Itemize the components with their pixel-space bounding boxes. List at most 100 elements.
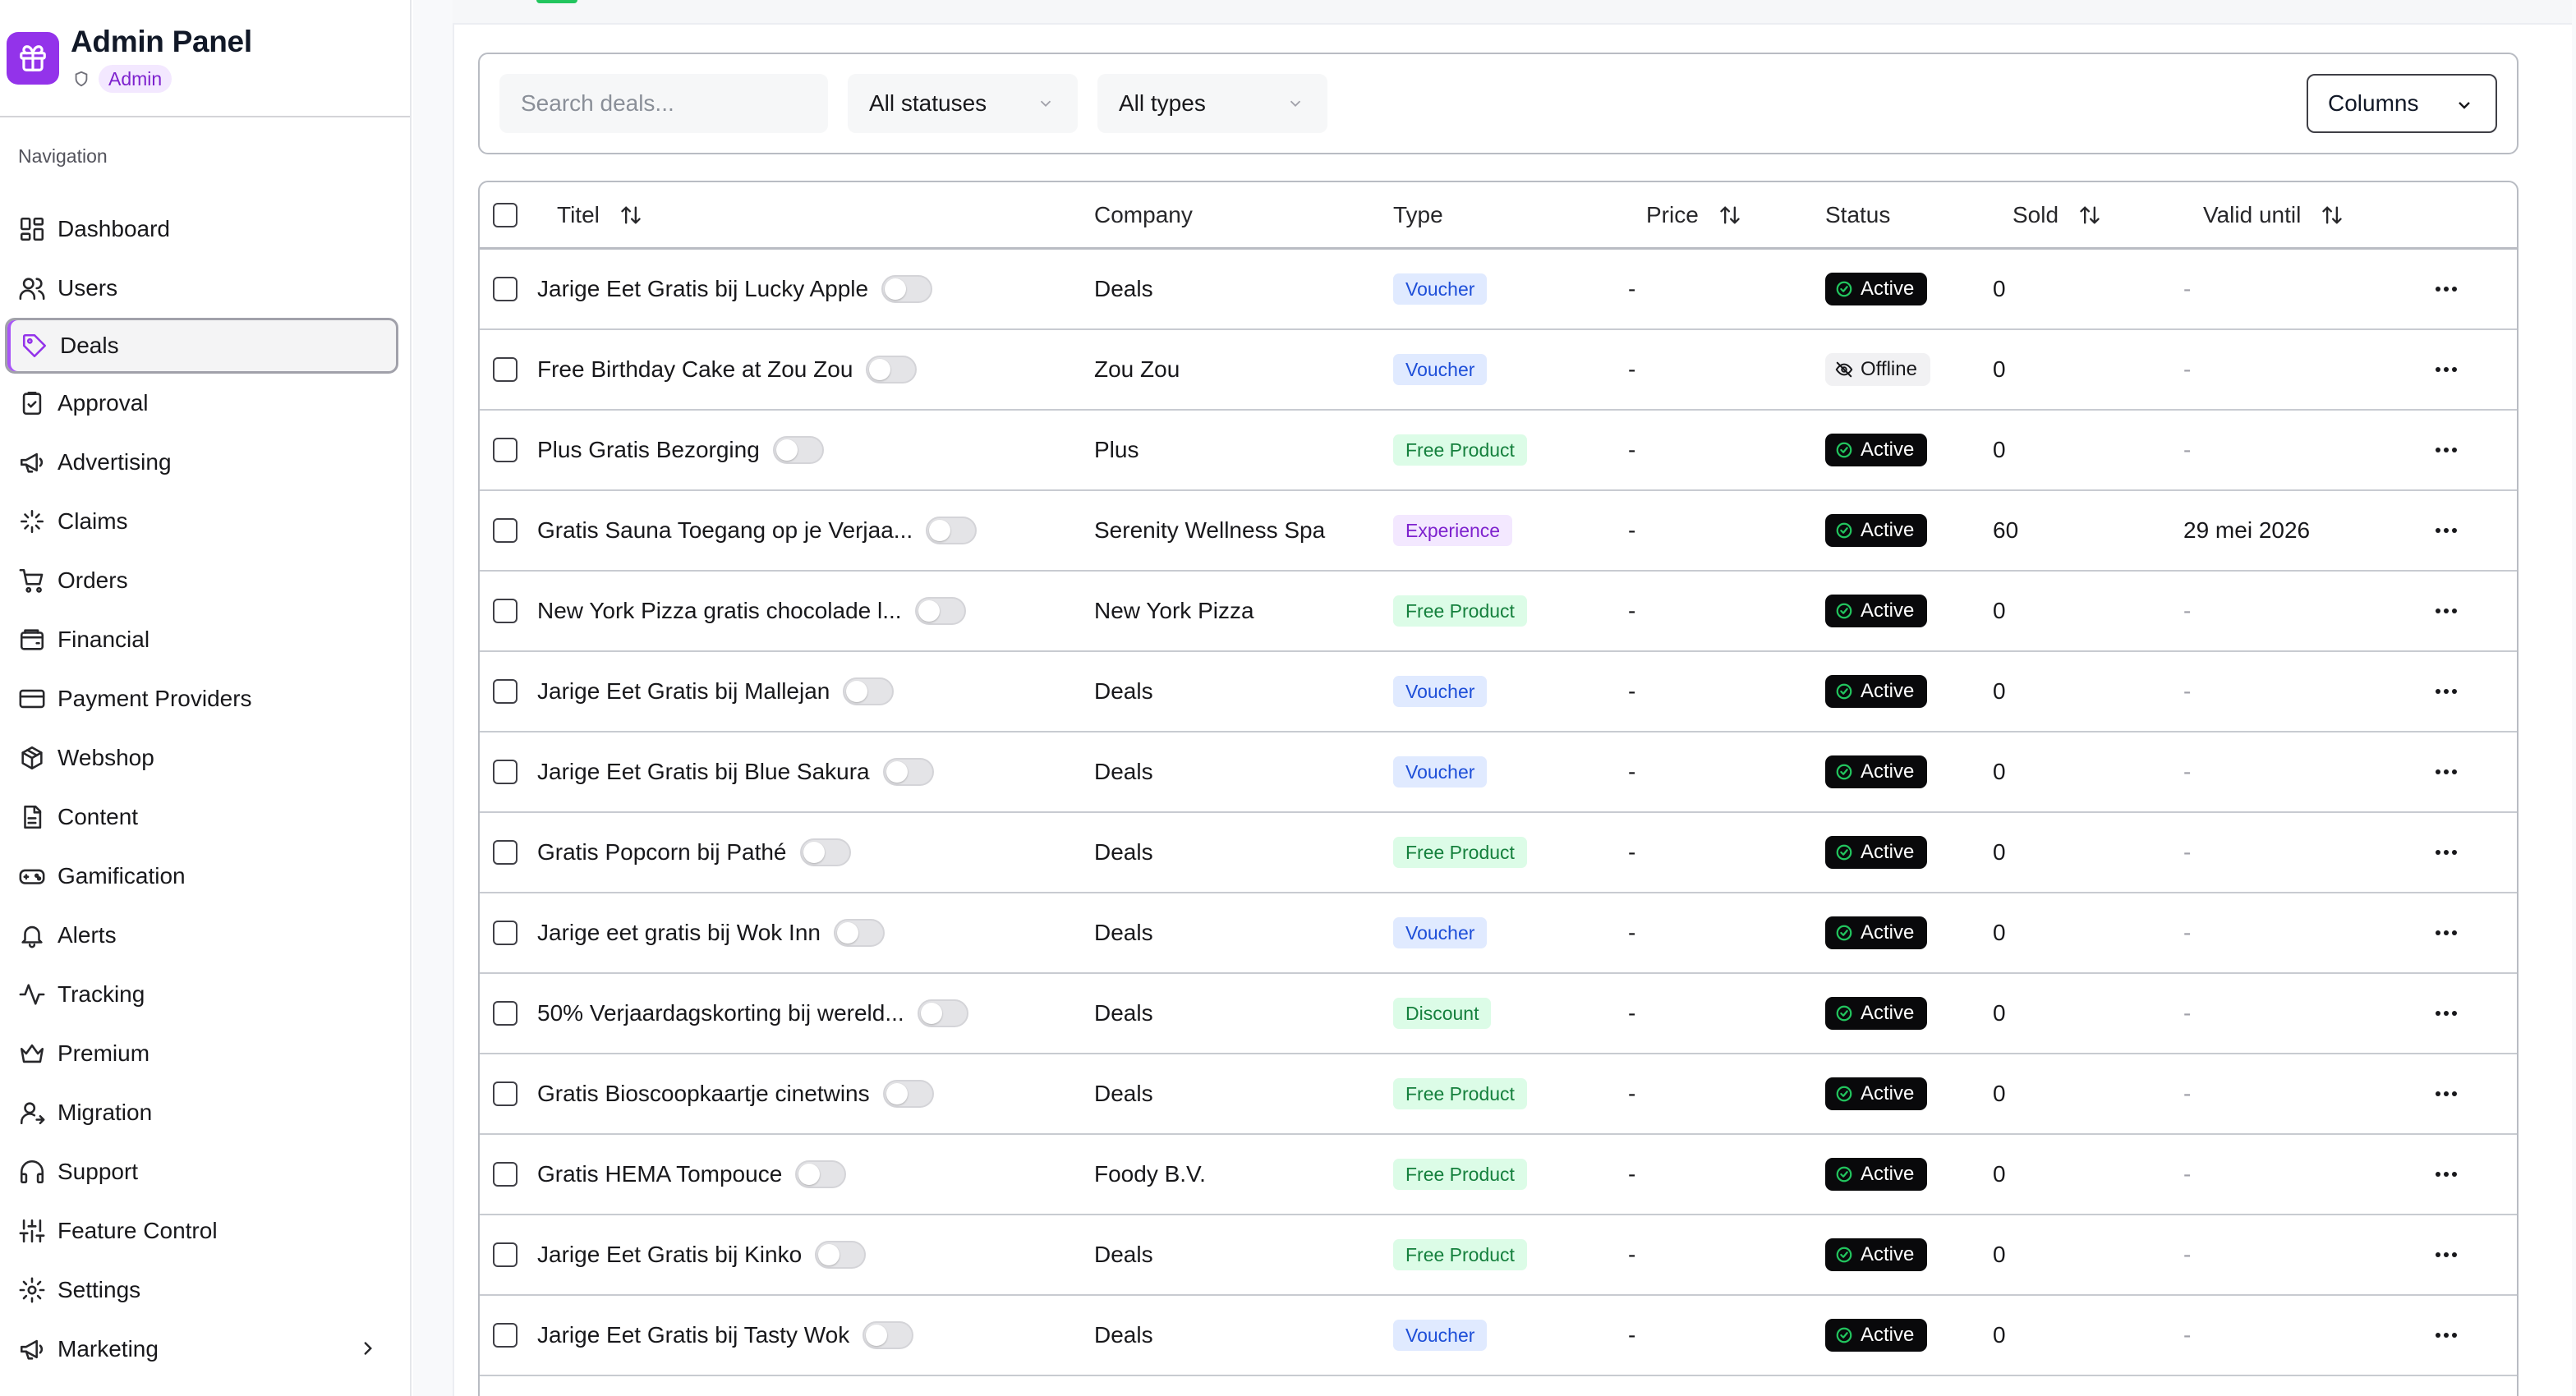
more-horizontal-icon[interactable]: [2431, 1251, 2461, 1259]
row-checkbox[interactable]: [493, 921, 518, 945]
deal-toggle[interactable]: [881, 275, 933, 303]
column-header-sold[interactable]: Sold: [2012, 182, 2101, 247]
deal-title[interactable]: Jarige Eet Gratis bij Blue Sakura: [537, 759, 870, 784]
sidebar-item-deals[interactable]: Deals: [5, 318, 398, 374]
table-row[interactable]: [480, 1376, 2517, 1396]
deal-title[interactable]: Gratis HEMA Tompouce: [537, 1161, 783, 1187]
sidebar-item-financial[interactable]: Financial: [0, 610, 410, 669]
deal-title[interactable]: Jarige Eet Gratis bij Mallejan: [537, 678, 830, 704]
deal-toggle[interactable]: [866, 356, 918, 383]
select-all-checkbox[interactable]: [493, 202, 518, 227]
sidebar-item-claims[interactable]: Claims: [0, 492, 410, 551]
more-horizontal-icon[interactable]: [2431, 607, 2461, 615]
row-actions-button[interactable]: [2431, 1215, 2461, 1294]
more-horizontal-icon[interactable]: [2431, 1090, 2461, 1098]
row-actions-button[interactable]: [2431, 813, 2461, 892]
sidebar-item-payment-providers[interactable]: Payment Providers: [0, 669, 410, 728]
row-checkbox[interactable]: [493, 357, 518, 382]
sidebar-item-content[interactable]: Content: [0, 788, 410, 847]
sidebar-item-advertising[interactable]: Advertising: [0, 433, 410, 492]
deal-toggle[interactable]: [772, 436, 824, 464]
sidebar-item-feature-control[interactable]: Feature Control: [0, 1201, 410, 1261]
deal-toggle[interactable]: [833, 919, 885, 947]
sidebar-item-alerts[interactable]: Alerts: [0, 906, 410, 965]
table-row[interactable]: Plus Gratis Bezorging Plus Free Product - Ac…: [480, 411, 2517, 491]
more-horizontal-icon[interactable]: [2431, 365, 2461, 374]
status-filter-select[interactable]: All statuses: [848, 74, 1078, 133]
deal-title[interactable]: Jarige Eet Gratis bij Kinko: [537, 1242, 803, 1267]
row-actions-button[interactable]: [2431, 1135, 2461, 1214]
deal-toggle[interactable]: [862, 1321, 914, 1349]
row-actions-button[interactable]: [2431, 330, 2461, 409]
row-checkbox[interactable]: [493, 518, 518, 543]
columns-button[interactable]: Columns: [2307, 74, 2497, 133]
deal-title[interactable]: Gratis Sauna Toegang op je Verjaa...: [537, 517, 913, 543]
deal-title[interactable]: New York Pizza gratis chocolade l...: [537, 598, 902, 623]
more-horizontal-icon[interactable]: [2431, 768, 2461, 776]
deal-title[interactable]: 50% Verjaardagskorting bij wereld...: [537, 1000, 904, 1026]
more-horizontal-icon[interactable]: [2431, 1170, 2461, 1178]
deal-title[interactable]: Gratis Bioscoopkaartje cinetwins: [537, 1081, 870, 1106]
row-checkbox[interactable]: [493, 599, 518, 623]
table-row[interactable]: Jarige Eet Gratis bij Kinko Deals Free Pro…: [480, 1215, 2517, 1296]
sidebar-item-migration[interactable]: Migration: [0, 1083, 410, 1142]
row-checkbox[interactable]: [493, 438, 518, 462]
row-actions-button[interactable]: [2431, 250, 2461, 328]
more-horizontal-icon[interactable]: [2431, 848, 2461, 856]
table-row[interactable]: Jarige eet gratis bij Wok Inn Deals Vouche…: [480, 893, 2517, 974]
row-actions-button[interactable]: [2431, 1296, 2461, 1375]
column-header-valid-until[interactable]: Valid until: [2203, 182, 2344, 247]
row-actions-button[interactable]: [2431, 732, 2461, 811]
more-horizontal-icon[interactable]: [2431, 929, 2461, 937]
row-checkbox[interactable]: [493, 1001, 518, 1026]
deal-title[interactable]: Gratis Popcorn bij Pathé: [537, 839, 787, 865]
sort-icon[interactable]: [2078, 203, 2101, 227]
sidebar-item-tracking[interactable]: Tracking: [0, 965, 410, 1024]
deal-title[interactable]: Jarige Eet Gratis bij Lucky Apple: [537, 276, 869, 301]
sidebar-item-webshop[interactable]: Webshop: [0, 728, 410, 788]
row-checkbox[interactable]: [493, 1242, 518, 1267]
deal-title[interactable]: Jarige eet gratis bij Wok Inn: [537, 920, 821, 945]
row-actions-button[interactable]: [2431, 974, 2461, 1053]
table-row[interactable]: Jarige Eet Gratis bij Lucky Apple Deals Vo…: [480, 250, 2517, 330]
deal-toggle[interactable]: [917, 999, 968, 1027]
deal-toggle[interactable]: [882, 1080, 934, 1108]
table-row[interactable]: New York Pizza gratis chocolade l... New …: [480, 572, 2517, 652]
table-row[interactable]: Jarige Eet Gratis bij Blue Sakura Deals Vo…: [480, 732, 2517, 813]
table-row[interactable]: Free Birthday Cake at Zou Zou Zou Zou Vouc…: [480, 330, 2517, 411]
sidebar-item-orders[interactable]: Orders: [0, 551, 410, 610]
sidebar-item-dashboard[interactable]: Dashboard: [0, 200, 410, 259]
more-horizontal-icon[interactable]: [2431, 285, 2461, 293]
search-input[interactable]: [499, 74, 828, 133]
row-checkbox[interactable]: [493, 1323, 518, 1348]
sidebar-item-premium[interactable]: Premium: [0, 1024, 410, 1083]
deal-toggle[interactable]: [815, 1241, 867, 1269]
deal-toggle[interactable]: [799, 838, 851, 866]
row-checkbox[interactable]: [493, 679, 518, 704]
deal-toggle[interactable]: [926, 517, 978, 544]
deal-title[interactable]: Jarige Eet Gratis bij Tasty Wok: [537, 1322, 850, 1348]
sort-icon[interactable]: [619, 203, 642, 227]
row-checkbox[interactable]: [493, 1162, 518, 1187]
row-checkbox[interactable]: [493, 760, 518, 784]
deal-title[interactable]: Plus Gratis Bezorging: [537, 437, 760, 462]
more-horizontal-icon[interactable]: [2431, 1009, 2461, 1017]
sidebar-item-gamification[interactable]: Gamification: [0, 847, 410, 906]
sort-icon[interactable]: [1718, 203, 1741, 227]
table-row[interactable]: Gratis HEMA Tompouce Foody B.V. Free Produ…: [480, 1135, 2517, 1215]
sidebar-item-settings[interactable]: Settings: [0, 1261, 410, 1320]
deal-toggle[interactable]: [795, 1160, 847, 1188]
table-row[interactable]: 50% Verjaardagskorting bij wereld... Deal…: [480, 974, 2517, 1054]
sort-icon[interactable]: [2321, 203, 2344, 227]
type-filter-select[interactable]: All types: [1097, 74, 1327, 133]
more-horizontal-icon[interactable]: [2431, 446, 2461, 454]
sidebar-item-approval[interactable]: Approval: [0, 374, 410, 433]
row-checkbox[interactable]: [493, 840, 518, 865]
deal-toggle[interactable]: [914, 597, 966, 625]
row-actions-button[interactable]: [2431, 1054, 2461, 1133]
more-horizontal-icon[interactable]: [2431, 526, 2461, 535]
sidebar-item-users[interactable]: Users: [0, 259, 410, 318]
sidebar-item-support[interactable]: Support: [0, 1142, 410, 1201]
row-actions-button[interactable]: [2431, 411, 2461, 489]
deal-title[interactable]: Free Birthday Cake at Zou Zou: [537, 356, 853, 382]
